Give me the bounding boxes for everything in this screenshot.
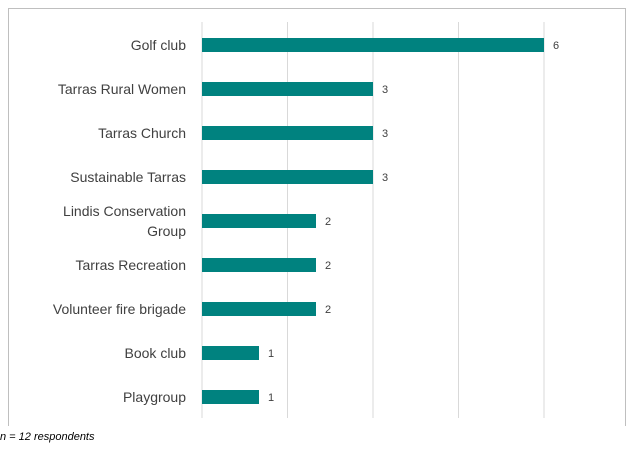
category-label: Book club — [125, 345, 187, 361]
data-label: 2 — [325, 216, 331, 228]
data-label: 3 — [382, 172, 388, 184]
bar — [202, 214, 316, 228]
data-label: 1 — [268, 348, 274, 360]
category-label: Tarras Rural Women — [58, 81, 186, 97]
bar — [202, 390, 259, 404]
data-label: 1 — [268, 392, 274, 404]
category-label: Playgroup — [123, 389, 186, 405]
data-label: 6 — [553, 40, 559, 52]
category-label: Volunteer fire brigade — [53, 301, 186, 317]
footnote: n = 12 respondents — [0, 431, 95, 443]
bar — [202, 170, 373, 184]
category-label: Tarras Church — [98, 125, 186, 141]
data-label: 2 — [325, 260, 331, 272]
bar — [202, 38, 544, 52]
bar — [202, 302, 316, 316]
category-labels: Golf club Tarras Rural Women Tarras Church… — [53, 37, 186, 405]
data-label: 3 — [382, 128, 388, 140]
data-label: 2 — [325, 304, 331, 316]
bar — [202, 258, 316, 272]
data-labels: 6 3 3 3 2 2 2 1 1 — [268, 40, 559, 404]
bar — [202, 126, 373, 140]
bars — [202, 38, 544, 404]
category-label: Golf club — [131, 37, 186, 53]
category-label: Tarras Recreation — [76, 257, 187, 273]
category-label: Lindis Conservation Group — [63, 203, 186, 239]
category-label: Sustainable Tarras — [70, 169, 186, 185]
chart-frame — [8, 8, 626, 426]
bar — [202, 82, 373, 96]
data-label: 3 — [382, 84, 388, 96]
bar — [202, 346, 259, 360]
